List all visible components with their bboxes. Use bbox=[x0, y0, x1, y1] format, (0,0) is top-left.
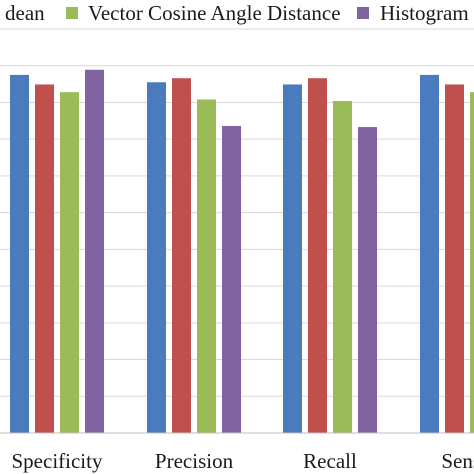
bar-recall-series-2 bbox=[308, 78, 327, 434]
bar-recall-series-3 bbox=[333, 100, 352, 434]
legend-swatch bbox=[357, 7, 369, 19]
bar-specificity-series-4 bbox=[85, 69, 104, 433]
x-tick-labels: Specificity Precision Recall Sensit bbox=[12, 449, 474, 473]
legend-swatch bbox=[66, 7, 78, 19]
x-tick-label: Sensit bbox=[441, 449, 474, 473]
bar-precision-series-2 bbox=[172, 78, 191, 434]
bar-specificity-series-3 bbox=[60, 92, 79, 434]
bar-sensit-series-2 bbox=[445, 84, 464, 433]
x-tick-label: Recall bbox=[303, 449, 357, 473]
x-tick-label: Specificity bbox=[12, 449, 103, 473]
bar-precision-series-4 bbox=[222, 125, 241, 434]
legend-label: Vector Cosine Angle Distance bbox=[88, 1, 341, 25]
legend: dean Vector Cosine Angle Distance Histogra… bbox=[5, 1, 469, 25]
x-tick-label: Precision bbox=[155, 449, 234, 473]
bars bbox=[10, 69, 474, 434]
bar-precision-series-3 bbox=[197, 99, 216, 434]
bar-sensit-series-1 bbox=[420, 74, 439, 433]
bar-recall-series-4 bbox=[358, 127, 377, 433]
bar-specificity-series-2 bbox=[35, 84, 54, 433]
legend-label: dean bbox=[5, 1, 45, 25]
bar-specificity-series-1 bbox=[10, 74, 29, 433]
legend-label: Histogram bbox=[380, 1, 469, 25]
bar-precision-series-1 bbox=[147, 82, 166, 433]
bar-sensit-series-3 bbox=[470, 92, 474, 434]
bar-recall-series-1 bbox=[283, 84, 302, 433]
